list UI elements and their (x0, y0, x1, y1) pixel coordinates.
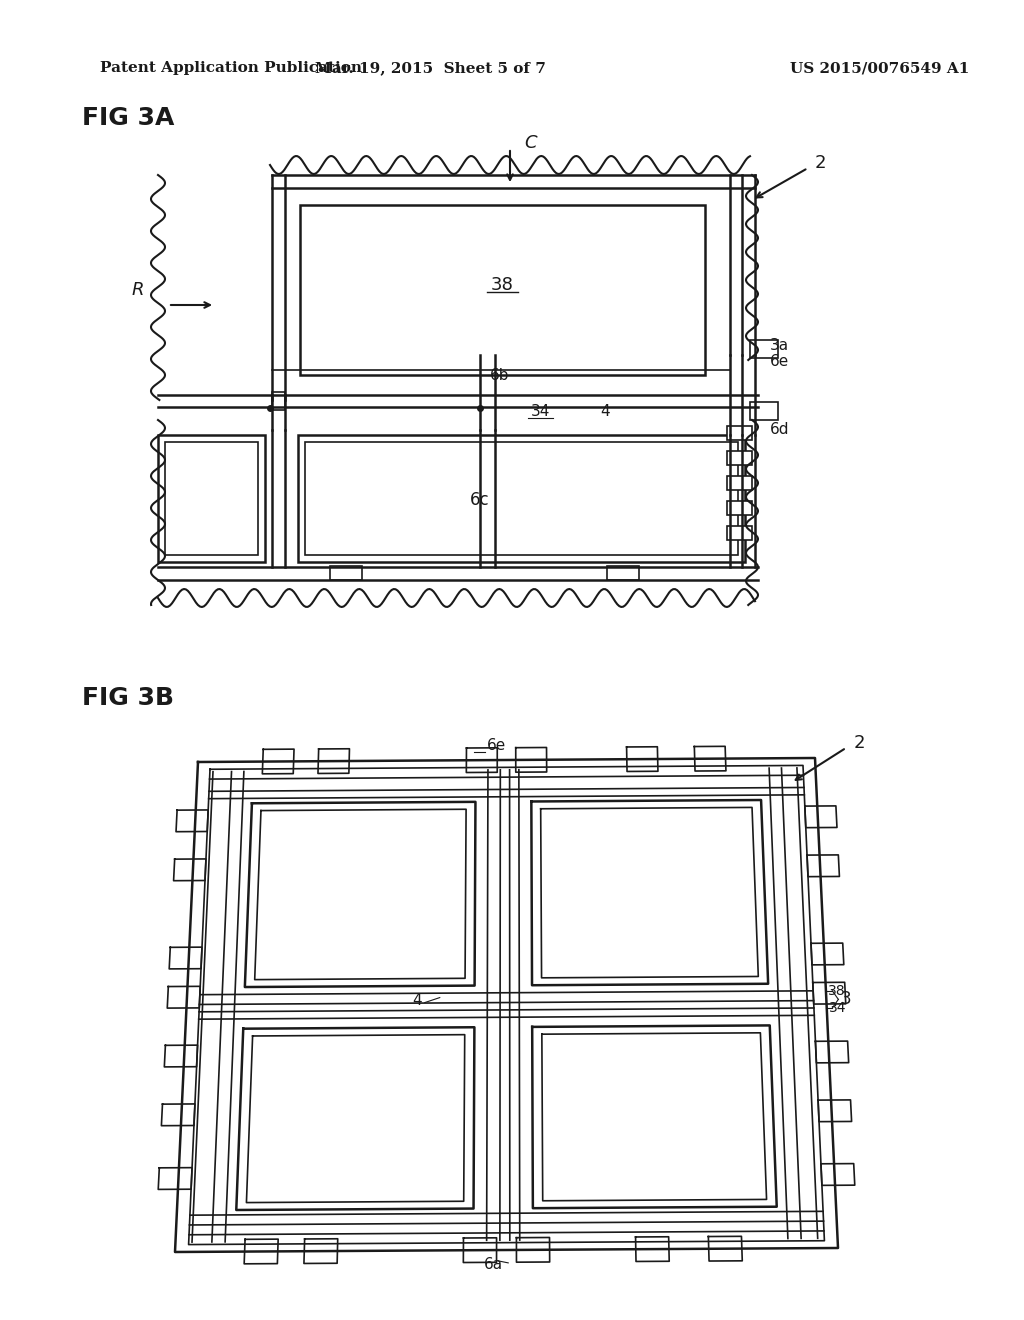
Text: FIG 3B: FIG 3B (82, 686, 174, 710)
Text: 34: 34 (829, 1001, 847, 1015)
Text: 3: 3 (841, 990, 851, 1008)
Text: 6b: 6b (490, 367, 510, 383)
Text: Patent Application Publication: Patent Application Publication (100, 61, 362, 75)
Text: Mar. 19, 2015  Sheet 5 of 7: Mar. 19, 2015 Sheet 5 of 7 (314, 61, 546, 75)
Bar (305, 442, 738, 554)
Bar (727, 426, 752, 440)
Text: 4: 4 (412, 993, 422, 1008)
Bar (300, 205, 705, 375)
Bar (165, 442, 258, 554)
Bar (727, 451, 752, 465)
Text: 34: 34 (530, 404, 550, 420)
Bar (330, 566, 362, 579)
Text: 4: 4 (600, 404, 609, 420)
Bar (727, 525, 752, 540)
Text: 6a: 6a (483, 1258, 503, 1272)
Bar (750, 403, 778, 420)
Bar (750, 341, 778, 358)
Bar (727, 477, 752, 490)
Text: 38: 38 (828, 983, 846, 998)
Text: R: R (132, 281, 144, 300)
Text: 2: 2 (815, 154, 826, 172)
Bar (607, 566, 639, 579)
Bar (298, 436, 745, 562)
Text: 6e: 6e (770, 355, 790, 370)
Text: 38: 38 (490, 276, 513, 294)
Text: FIG 3A: FIG 3A (82, 106, 174, 129)
Text: US 2015/0076549 A1: US 2015/0076549 A1 (790, 61, 970, 75)
Bar (727, 502, 752, 515)
Bar (158, 436, 265, 562)
Text: 6d: 6d (770, 422, 790, 437)
Bar (272, 392, 285, 411)
Text: 3a: 3a (770, 338, 790, 352)
Text: 2: 2 (853, 734, 865, 751)
Text: 6c: 6c (470, 491, 489, 510)
Text: 6e: 6e (486, 738, 506, 752)
Text: C: C (524, 135, 537, 152)
